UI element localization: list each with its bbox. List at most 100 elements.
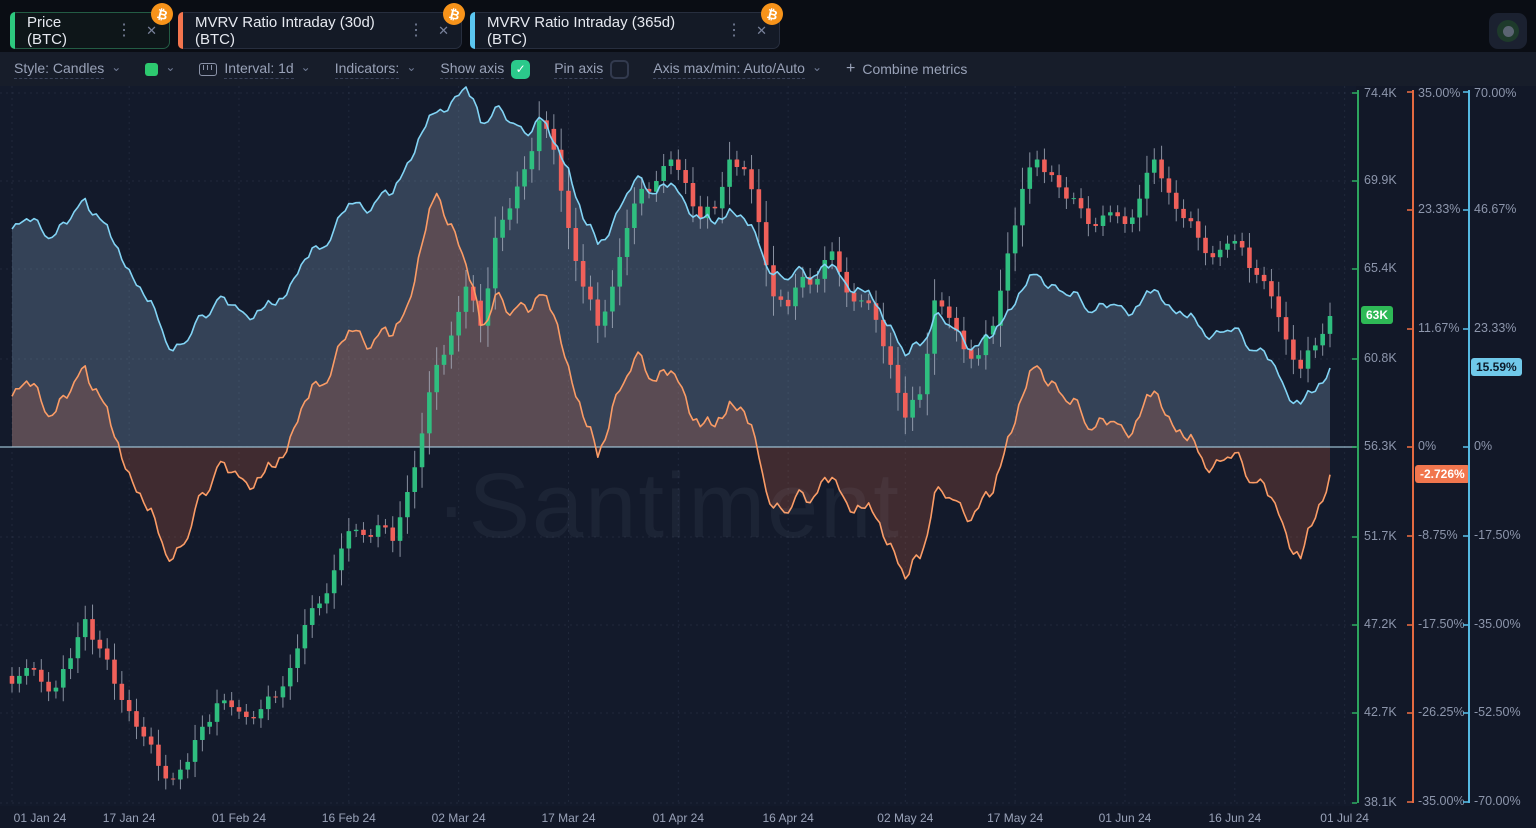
interval-dropdown[interactable]: Interval: 1d ⌄ (199, 60, 311, 79)
date-tick-label: 17 Jan 24 (102, 811, 156, 825)
mvrv-365d-axis-tick (1463, 446, 1468, 449)
axis-maxmin-dropdown[interactable]: Axis max/min: Auto/Auto ⌄ (653, 60, 822, 79)
chevron-down-icon: ⌄ (300, 60, 311, 74)
price-tick-label: 65.4K (1364, 261, 1397, 276)
mvrv-30d-axis-tick (1407, 801, 1412, 804)
mvrv-365d-tick-label: 23.33% (1474, 320, 1517, 335)
record-icon (1497, 20, 1519, 42)
price-tick-label: 56.3K (1364, 439, 1397, 454)
mvrv-365d-axis-tick (1463, 209, 1468, 212)
mvrv-365d-axis-tick (1463, 712, 1468, 715)
tab-label: MVRV Ratio Intraday (30d) (BTC) (195, 13, 375, 48)
tab-label: MVRV Ratio Intraday (365d) (BTC) (487, 13, 676, 48)
mvrv-365d-tick-label: 0% (1474, 439, 1493, 454)
mvrv-30d-tick-label: -35.00% (1418, 794, 1465, 809)
price-tick-label: 60.8K (1364, 351, 1397, 365)
date-tick-label: 16 Apr 24 (762, 811, 814, 825)
chevron-down-icon: ⌄ (406, 60, 417, 74)
mvrv-30d-axis-tick (1407, 327, 1412, 330)
mvrv-30d-tick-label: 11.67% (1418, 320, 1460, 335)
close-icon[interactable]: ✕ (146, 22, 157, 38)
mvrv-365d-tick-label: 46.67% (1474, 202, 1517, 217)
price-axis-tick (1352, 92, 1357, 94)
mvrv-30d-axis-tick (1407, 623, 1412, 626)
color-picker-dropdown[interactable]: ⌄ (145, 60, 176, 76)
mvrv-365d-axis-tick (1463, 534, 1468, 537)
mvrv-365d-tick-label: -35.00% (1474, 616, 1521, 631)
tab-accent-bar (178, 12, 183, 49)
close-icon[interactable]: ✕ (756, 22, 767, 38)
mvrv-30d-current-badge: -2.726% (1415, 464, 1470, 483)
date-tick-label: 02 May 24 (877, 811, 934, 825)
date-tick-label: 01 Jun 24 (1098, 811, 1152, 825)
check-icon: ✓ (515, 62, 526, 76)
mvrv-365d-tick-label: -70.00% (1474, 794, 1521, 809)
mvrv-30d-tick-label: 0% (1418, 439, 1437, 454)
tab-accent-bar (10, 12, 15, 49)
kebab-menu-icon[interactable]: ⋮ (726, 21, 743, 39)
date-tick-label: 17 May 24 (987, 811, 1044, 825)
price-tick-label: 38.1K (1364, 795, 1397, 809)
date-axis: 01 Jan 24 17 Jan 24 01 Feb 24 16 Feb 24 02 M… (0, 806, 1536, 828)
show-axis-toggle[interactable]: Show axis ✓ (440, 59, 531, 79)
price-tick-label: 42.7K (1364, 705, 1397, 720)
date-tick-label: 16 Feb 24 (321, 811, 376, 825)
price-tick-label: 69.9K (1364, 173, 1397, 188)
combine-metrics-button[interactable]: + Combine metrics (846, 60, 968, 77)
price-axis-line[interactable] (1357, 90, 1359, 803)
interval-icon (199, 62, 218, 76)
chart-canvas[interactable] (0, 86, 1356, 806)
close-icon[interactable]: ✕ (438, 22, 449, 38)
mvrv-30d-axis-tick (1407, 91, 1412, 94)
tab-mvrv-30d[interactable]: MVRV Ratio Intraday (30d) (BTC) ⋮ ✕ ₿ (178, 3, 465, 49)
mvrv-365d-axis-tick (1463, 327, 1468, 330)
chart-toolbar: Style: Candles ⌄ ⌄ Interval: 1d ⌄ Indica… (0, 52, 1536, 86)
mvrv-365d-axis-tick (1463, 91, 1468, 94)
mvrv-30d-tick-label: -8.75% (1418, 527, 1458, 542)
price-chart-area[interactable]: ·Santiment (0, 86, 1356, 806)
price-axis-tick (1352, 180, 1357, 183)
mvrv-365d-axis-tick (1463, 623, 1468, 626)
pin-axis-toggle[interactable]: Pin axis (554, 59, 630, 79)
tab-price-btc[interactable]: Price (BTC) ⋮ ✕ ₿ (10, 3, 173, 49)
price-tick-label: 51.7K (1364, 528, 1397, 543)
tab-bar: Price (BTC) ⋮ ✕ ₿ MVRV Ratio Intraday (3… (0, 0, 1536, 52)
price-axis-tick (1352, 535, 1357, 538)
indicators-dropdown[interactable]: Indicators: ⌄ (334, 60, 417, 79)
color-swatch[interactable] (145, 62, 159, 76)
mvrv-30d-tick-label: -26.25% (1418, 705, 1465, 720)
checkbox-checked[interactable]: ✓ (511, 59, 531, 79)
date-tick-label: 01 Jan 24 (13, 811, 67, 825)
price-axis-tick (1352, 358, 1357, 360)
date-tick-label: 02 Mar 24 (431, 811, 486, 825)
price-axis-tick (1352, 802, 1357, 804)
price-tick-label: 74.4K (1364, 86, 1397, 100)
tab-mvrv-365d[interactable]: MVRV Ratio Intraday (365d) (BTC) ⋮ ✕ ₿ (470, 3, 783, 49)
bitcoin-badge-icon: ₿ (151, 3, 173, 25)
mvrv-30d-tick-label: -17.50% (1418, 616, 1465, 631)
mvrv-30d-tick-label: 23.33% (1418, 202, 1461, 217)
tab-accent-bar (470, 12, 475, 49)
mvrv-30d-tick-label: 35.00% (1418, 86, 1461, 100)
price-axis-tick (1352, 712, 1357, 715)
right-axis-panel: 74.4K 69.9K 65.4K 60.8K 56.3K 51.7K 47.2K 42.7K… (1352, 86, 1536, 809)
date-tick-label: 01 Feb 24 (211, 811, 267, 825)
price-tick-label: 47.2K (1364, 617, 1397, 631)
kebab-menu-icon[interactable]: ⋮ (116, 21, 133, 39)
checkbox-unchecked[interactable] (610, 59, 630, 79)
chevron-down-icon: ⌄ (111, 60, 122, 74)
style-dropdown[interactable]: Style: Candles ⌄ (14, 60, 121, 79)
mvrv-365d-axis-line[interactable] (1468, 90, 1470, 803)
mvrv-30d-axis-line[interactable] (1412, 90, 1414, 803)
screenshot-button[interactable] (1489, 13, 1527, 49)
mvrv-30d-axis-tick (1407, 209, 1412, 212)
price-axis-tick (1352, 268, 1357, 271)
mvrv-365d-tick-label: 70.00% (1474, 86, 1517, 100)
chevron-down-icon: ⌄ (165, 60, 176, 74)
date-tick-label: 01 Apr 24 (652, 811, 704, 825)
mvrv-365d-current-badge: 15.59% (1471, 357, 1522, 376)
mvrv-30d-axis-tick (1407, 446, 1412, 449)
mvrv-365d-tick-label: -17.50% (1474, 527, 1521, 542)
kebab-menu-icon[interactable]: ⋮ (408, 21, 425, 39)
mvrv-365d-axis-tick (1463, 801, 1468, 804)
